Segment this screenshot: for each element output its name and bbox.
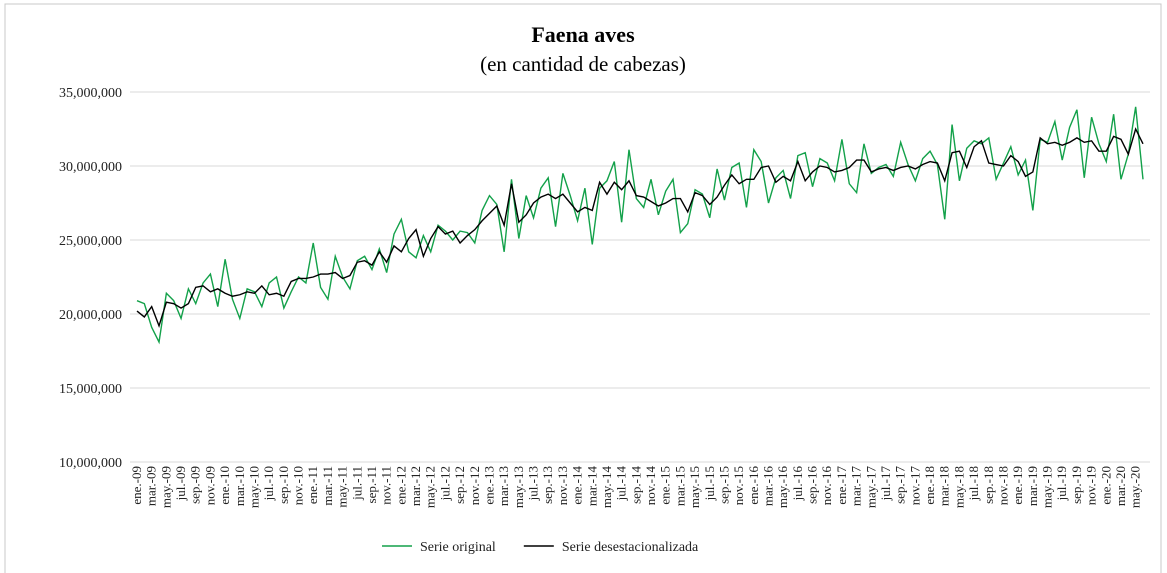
x-tick-label: jul.-12 [437, 466, 452, 501]
x-tick-label: jul.-11 [349, 466, 364, 501]
x-tick-label: jul.-18 [966, 466, 981, 501]
x-tick-label: ene.-11 [305, 466, 320, 504]
x-tick-label: jul.-13 [526, 466, 541, 501]
x-tick-label: mar.-14 [584, 466, 599, 507]
x-tick-label: may.-19 [1040, 466, 1055, 508]
x-tick-label: mar.-13 [496, 466, 511, 506]
x-tick-label: ene.-15 [658, 466, 673, 505]
x-tick-label: ene.-12 [393, 466, 408, 505]
x-tick-label: nov.-18 [995, 466, 1010, 505]
series-line [136, 106, 1144, 345]
x-tick-label: nov.-13 [555, 466, 570, 505]
x-tick-label: nov.-09 [202, 466, 217, 505]
x-tick-label: may.-12 [423, 466, 438, 508]
y-tick-label: 10,000,000 [59, 456, 122, 471]
x-tick-label: nov.-12 [467, 466, 482, 505]
y-tick-label: 15,000,000 [59, 382, 122, 397]
y-tick-label: 25,000,000 [59, 234, 122, 249]
series-line [136, 127, 1144, 328]
x-tick-label: may.-13 [511, 466, 526, 508]
x-tick-label: jul.-09 [173, 466, 188, 501]
x-tick-label: nov.-16 [819, 466, 834, 506]
x-tick-label: jul.-16 [790, 466, 805, 502]
x-tick-label: sep.-11 [364, 466, 379, 503]
x-tick-label: sep.-16 [805, 466, 820, 504]
x-tick-label: ene.-20 [1098, 466, 1113, 505]
legend: Serie original Serie desestacionalizada [382, 540, 699, 555]
x-tick-label: sep.-14 [628, 466, 643, 504]
x-tick-label: nov.-11 [379, 466, 394, 505]
legend-label: Serie desestacionalizada [562, 540, 699, 555]
y-tick-label: 20,000,000 [59, 308, 122, 323]
x-tick-label: ene.-13 [481, 466, 496, 505]
x-tick-label: may.-18 [951, 466, 966, 508]
x-tick-label: ene.-09 [129, 466, 144, 505]
x-tick-label: nov.-14 [643, 466, 658, 506]
x-tick-label: ene.-18 [922, 466, 937, 505]
x-tick-label: sep.-18 [981, 466, 996, 504]
x-tick-label: mar.-10 [232, 466, 247, 506]
x-tick-label: may.-16 [775, 466, 790, 509]
x-tick-label: jul.-17 [878, 466, 893, 502]
x-tick-label: sep.-13 [540, 466, 555, 504]
x-tick-label: may.-17 [863, 466, 878, 509]
x-tick-label: ene.-19 [1010, 466, 1025, 505]
x-tick-label: mar.-20 [1113, 466, 1128, 506]
chart-subtitle: (en cantidad de cabezas) [480, 52, 686, 76]
x-tick-label: mar.-17 [849, 466, 864, 507]
y-tick-label: 30,000,000 [59, 160, 122, 175]
x-tick-label: nov.-15 [731, 466, 746, 505]
x-tick-label: jul.-15 [702, 466, 717, 501]
x-tick-label: sep.-15 [716, 466, 731, 504]
x-tick-label: sep.-12 [452, 466, 467, 504]
x-tick-label: nov.-17 [907, 466, 922, 506]
x-tick-label: mar.-09 [144, 466, 159, 506]
x-tick-label: may.-14 [599, 466, 614, 509]
x-tick-label: may.-15 [687, 466, 702, 508]
x-tick-label: mar.-18 [937, 466, 952, 506]
x-tick-label: mar.-15 [672, 466, 687, 506]
x-tick-label: jul.-19 [1054, 466, 1069, 501]
x-tick-label: may.-10 [246, 466, 261, 508]
x-tick-label: may.-20 [1128, 466, 1143, 508]
x-tick-label: ene.-17 [834, 466, 849, 505]
x-tick-label: mar.-11 [320, 466, 335, 506]
x-tick-label: nov.-19 [1084, 466, 1099, 505]
x-tick-label: may.-09 [158, 466, 173, 508]
x-tick-label: ene.-16 [746, 466, 761, 505]
x-tick-label: jul.-10 [261, 466, 276, 501]
y-tick-label: 35,000,000 [59, 86, 122, 101]
x-tick-label: may.-11 [335, 466, 350, 508]
x-tick-label: mar.-12 [408, 466, 423, 506]
x-tick-label: ene.-14 [570, 466, 585, 505]
x-tick-label: ene.-10 [217, 466, 232, 505]
legend-label: Serie original [420, 540, 496, 555]
x-tick-label: mar.-16 [761, 466, 776, 507]
x-tick-label: sep.-19 [1069, 466, 1084, 504]
x-tick-label: sep.-10 [276, 466, 291, 504]
x-tick-label: sep.-17 [893, 466, 908, 504]
x-tick-label: sep.-09 [188, 466, 203, 504]
chart-frame [4, 3, 1162, 573]
x-tick-label: nov.-10 [291, 466, 306, 505]
x-tick-label: jul.-14 [614, 466, 629, 502]
chart-title: Faena aves [531, 22, 635, 47]
x-tick-label: mar.-19 [1025, 466, 1040, 506]
